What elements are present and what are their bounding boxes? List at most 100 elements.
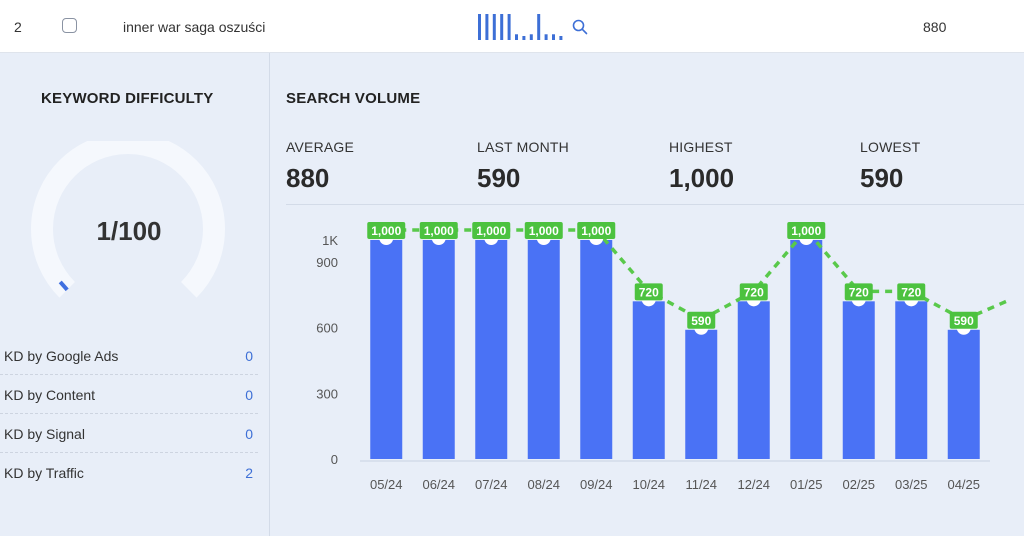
kd-row-signal: KD by Signal 0: [0, 414, 258, 453]
sparkline-bar: [515, 34, 518, 40]
bar[interactable]: [475, 240, 508, 459]
bar[interactable]: [685, 329, 718, 459]
bar[interactable]: [370, 240, 403, 459]
keyword-row[interactable]: 2 inner war saga oszuści 880: [0, 0, 1024, 53]
data-label: 1,000: [529, 224, 559, 238]
trend-line-extension: [963, 298, 1011, 322]
sparkline-bar: [529, 34, 533, 40]
x-tick-label: 04/25: [947, 477, 980, 492]
data-label-bg: [634, 283, 663, 301]
data-label-bg: [524, 222, 563, 239]
data-label-bg: [472, 222, 511, 239]
data-label-bg: [577, 222, 616, 239]
sparkline-bar: [522, 36, 526, 40]
stat-value: 880: [286, 163, 330, 193]
search-volume-panel: SEARCH VOLUME AVERAGE 880 LAST MONTH 590…: [270, 53, 1024, 536]
sparkline-bar: [537, 14, 541, 40]
data-label-bg: [949, 311, 978, 329]
kd-breakdown-list: KD by Google Ads 0 KD by Content 0 KD by…: [0, 336, 258, 492]
bar[interactable]: [737, 301, 770, 459]
search-icon[interactable]: [571, 18, 589, 36]
kd-label: KD by Signal: [4, 426, 85, 442]
divider: [286, 204, 1024, 205]
x-tick-label: 05/24: [370, 477, 403, 492]
row-checkbox[interactable]: [62, 18, 77, 33]
trend-line: [386, 227, 965, 322]
kd-number: 0: [245, 387, 253, 403]
data-label-bg: [367, 222, 406, 239]
data-label: 720: [901, 285, 921, 299]
keyword-text[interactable]: inner war saga oszuści: [123, 19, 266, 35]
sparkline-bar: [544, 34, 548, 40]
x-tick-label: 01/25: [790, 477, 823, 492]
kd-label: KD by Traffic: [4, 465, 84, 481]
x-tick-label: 06/24: [422, 477, 455, 492]
stat-label: LAST MONTH: [477, 139, 569, 155]
kd-label: KD by Google Ads: [4, 348, 119, 364]
data-label-bg: [844, 283, 873, 301]
sparkline-bar: [552, 34, 555, 40]
kd-number: 0: [245, 426, 253, 442]
row-volume: 880: [923, 19, 947, 35]
gauge-fill: [58, 280, 69, 292]
data-label: 1,000: [581, 224, 611, 238]
stat-lowest: LOWEST 590: [860, 139, 920, 194]
stat-value: 590: [860, 163, 904, 193]
y-tick-label: 300: [316, 386, 338, 401]
kd-number: 0: [245, 348, 253, 364]
data-label: 720: [639, 285, 659, 299]
sparkline-bar: [507, 14, 511, 40]
x-tick-label: 10/24: [632, 477, 665, 492]
data-label: 590: [691, 314, 711, 328]
data-label: 1,000: [424, 224, 454, 238]
row-number: 2: [14, 19, 22, 35]
stat-value: 1,000: [669, 163, 735, 193]
sparkline-bar: [492, 14, 496, 40]
x-tick-label: 11/24: [685, 477, 717, 492]
x-tick-label: 03/25: [895, 477, 928, 492]
bar[interactable]: [895, 301, 928, 459]
bar[interactable]: [527, 240, 560, 459]
kd-row-traffic: KD by Traffic 2: [0, 453, 258, 492]
bar[interactable]: [422, 240, 455, 459]
kd-number: 2: [245, 465, 253, 481]
y-tick-label: 0: [331, 452, 338, 467]
kd-title: KEYWORD DIFFICULTY: [41, 90, 214, 107]
search-volume-chart: 0 300 600 900 1K 05/24 06/24 07/24 08/24 09/24 10/…: [316, 222, 1011, 492]
x-tick-label: 02/25: [842, 477, 875, 492]
data-label: 1,000: [476, 224, 506, 238]
sv-title: SEARCH VOLUME: [286, 90, 421, 107]
sparkline-bar: [485, 14, 489, 40]
gauge-track: [31, 141, 225, 298]
data-label-bg: [739, 283, 768, 301]
bar[interactable]: [842, 301, 875, 459]
kd-row-google-ads: KD by Google Ads 0: [0, 336, 258, 375]
x-tick-label: 08/24: [527, 477, 560, 492]
kd-value: 1/100: [96, 216, 162, 246]
data-label: 720: [744, 285, 764, 299]
y-tick-label: 900: [316, 255, 338, 270]
x-tick-label: 07/24: [475, 477, 508, 492]
bar[interactable]: [790, 240, 823, 459]
stat-highest: HIGHEST 1,000: [669, 139, 734, 194]
kd-gauge: [31, 141, 225, 298]
stat-label: HIGHEST: [669, 139, 733, 155]
data-label: 1,000: [791, 224, 821, 238]
data-label: 590: [954, 314, 974, 328]
bar[interactable]: [947, 329, 980, 459]
data-label-bg: [687, 311, 716, 329]
stat-label: LOWEST: [860, 139, 921, 155]
trend-sparkline: [478, 14, 563, 40]
stat-label: AVERAGE: [286, 139, 355, 155]
data-label: 720: [849, 285, 869, 299]
stat-average: AVERAGE 880: [286, 139, 354, 194]
sparkline-bar: [559, 36, 563, 40]
data-label: 1,000: [371, 224, 401, 238]
data-label-bg: [419, 222, 458, 239]
bar[interactable]: [580, 240, 613, 459]
x-tick-label: 09/24: [580, 477, 613, 492]
bar[interactable]: [632, 301, 665, 459]
kd-label: KD by Content: [4, 387, 96, 403]
kd-row-content: KD by Content 0: [0, 375, 258, 414]
y-tick-label: 1K: [322, 233, 338, 248]
